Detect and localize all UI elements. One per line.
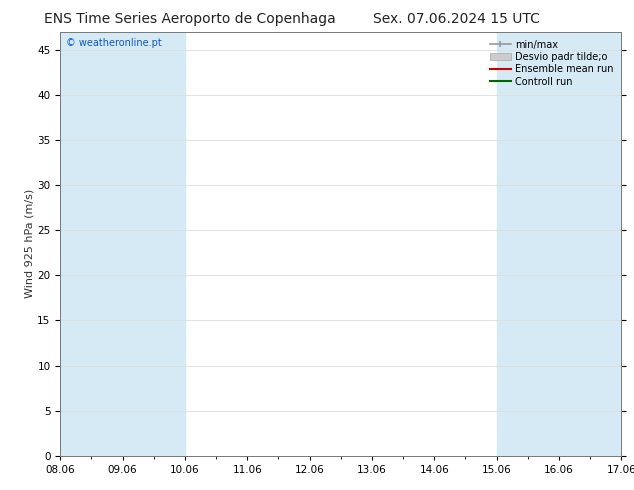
Legend: min/max, Desvio padr tilde;o, Ensemble mean run, Controll run: min/max, Desvio padr tilde;o, Ensemble m… bbox=[487, 37, 616, 90]
Bar bbox=[496, 32, 559, 456]
Bar bbox=[60, 32, 122, 456]
Bar bbox=[122, 32, 185, 456]
Bar bbox=[559, 32, 621, 456]
Y-axis label: Wind 925 hPa (m/s): Wind 925 hPa (m/s) bbox=[25, 189, 34, 298]
Text: ENS Time Series Aeroporto de Copenhaga: ENS Time Series Aeroporto de Copenhaga bbox=[44, 12, 336, 26]
Text: Sex. 07.06.2024 15 UTC: Sex. 07.06.2024 15 UTC bbox=[373, 12, 540, 26]
Text: © weatheronline.pt: © weatheronline.pt bbox=[66, 38, 162, 48]
